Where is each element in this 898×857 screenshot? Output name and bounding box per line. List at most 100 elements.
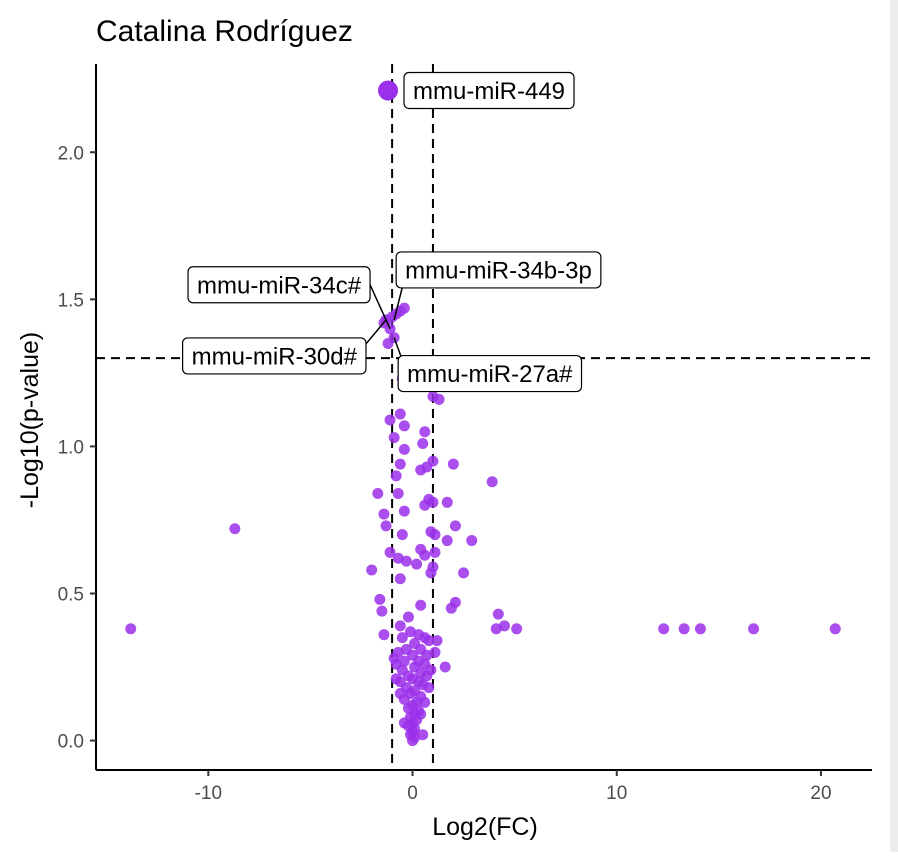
- data-point: [829, 623, 841, 635]
- point-label-box: [395, 251, 602, 289]
- data-point: [411, 558, 423, 570]
- y-tick-label: 0.5: [58, 585, 84, 606]
- data-points: [125, 80, 841, 747]
- point-label-leader: [393, 287, 403, 321]
- data-point: [417, 437, 429, 449]
- data-point: [400, 555, 412, 567]
- data-point: [429, 529, 441, 541]
- x-tick-label: 0: [407, 783, 418, 804]
- point-label: mmu-miR-27a#: [393, 337, 583, 393]
- point-label-text: mmu-miR-27a#: [407, 361, 573, 388]
- data-point: [398, 505, 410, 517]
- data-point: [419, 499, 431, 511]
- data-point: [423, 635, 435, 647]
- data-point: [486, 476, 498, 488]
- data-point: [433, 393, 445, 405]
- x-tick-label: 20: [810, 783, 831, 804]
- data-point: [423, 682, 435, 694]
- y-tick-label: 1.5: [58, 290, 84, 311]
- data-point: [415, 599, 427, 611]
- data-point: [394, 458, 406, 470]
- data-point: [394, 408, 406, 420]
- data-point: [441, 535, 453, 547]
- data-point: [398, 420, 410, 432]
- data-point: [402, 611, 414, 623]
- point-label-box: [403, 71, 575, 110]
- data-point: [398, 443, 410, 455]
- data-point: [390, 673, 402, 685]
- data-point: [419, 696, 431, 708]
- point-label-text: mmu-miR-449: [413, 78, 565, 105]
- point-label: mmu-miR-449: [403, 71, 575, 110]
- data-point: [492, 608, 504, 620]
- data-point: [125, 623, 137, 635]
- data-point: [748, 623, 760, 635]
- data-point: [392, 487, 404, 499]
- data-point: [384, 546, 396, 558]
- data-point: [441, 496, 453, 508]
- x-tick-label: 10: [606, 783, 627, 804]
- data-point: [378, 508, 390, 520]
- y-axis-label: -Log10(p-value): [16, 332, 44, 509]
- data-point: [388, 432, 400, 444]
- point-label-text: mmu-miR-30d#: [192, 344, 358, 371]
- point-label-leader: [369, 284, 391, 330]
- data-point: [511, 623, 523, 635]
- data-point: [390, 470, 402, 482]
- x-tick-label: -10: [195, 783, 222, 804]
- y-tick-label: 0.0: [58, 732, 84, 753]
- data-point: [394, 573, 406, 585]
- data-point: [229, 523, 241, 535]
- data-point: [658, 623, 670, 635]
- data-point: [376, 605, 388, 617]
- data-point: [407, 735, 419, 747]
- data-point: [429, 646, 441, 658]
- data-point: [417, 729, 429, 741]
- data-point: [419, 426, 431, 438]
- figure-edge: [890, 0, 898, 852]
- data-point: [439, 661, 451, 673]
- data-point: [384, 414, 396, 426]
- point-label-box: [187, 266, 371, 304]
- point-label-box: [182, 337, 367, 375]
- data-point: [431, 635, 443, 647]
- y-tick-label: 2.0: [58, 143, 84, 164]
- point-label: mmu-miR-34b-3p: [393, 251, 602, 321]
- data-point: [366, 564, 378, 576]
- point-label-text: mmu-miR-34c#: [197, 272, 362, 299]
- data-point: [388, 652, 400, 664]
- data-point: [378, 629, 390, 641]
- threshold-lines: [96, 64, 872, 770]
- point-label-leader: [365, 319, 387, 345]
- data-point: [425, 567, 437, 579]
- data-point: [458, 567, 470, 579]
- chart-title: Catalina Rodríguez: [96, 15, 353, 48]
- point-label-text: mmu-miR-34b-3p: [405, 258, 592, 285]
- data-point: [694, 623, 706, 635]
- data-point: [380, 520, 392, 532]
- data-point-highlight: [378, 80, 399, 101]
- point-label: mmu-miR-34c#: [187, 266, 391, 330]
- data-point: [404, 626, 416, 638]
- point-label: mmu-miR-30d#: [182, 319, 387, 375]
- point-label-box: [397, 354, 583, 393]
- data-point: [394, 620, 406, 632]
- data-point: [394, 688, 406, 700]
- data-point: [398, 717, 410, 729]
- data-point: [415, 464, 427, 476]
- data-point: [396, 529, 408, 541]
- y-tick-label: 1.0: [58, 437, 84, 458]
- point-labels: mmu-miR-449 mmu-miR-34c# mmu-miR-34b-3p mmu…: [182, 71, 602, 393]
- x-axis-label: Log2(FC): [432, 813, 538, 841]
- data-point: [396, 632, 408, 644]
- data-point: [382, 337, 394, 349]
- data-point: [374, 593, 386, 605]
- data-point: [490, 623, 502, 635]
- data-point: [372, 487, 384, 499]
- data-point: [445, 602, 457, 614]
- data-point: [415, 708, 427, 720]
- data-point: [398, 302, 410, 314]
- data-point: [678, 623, 690, 635]
